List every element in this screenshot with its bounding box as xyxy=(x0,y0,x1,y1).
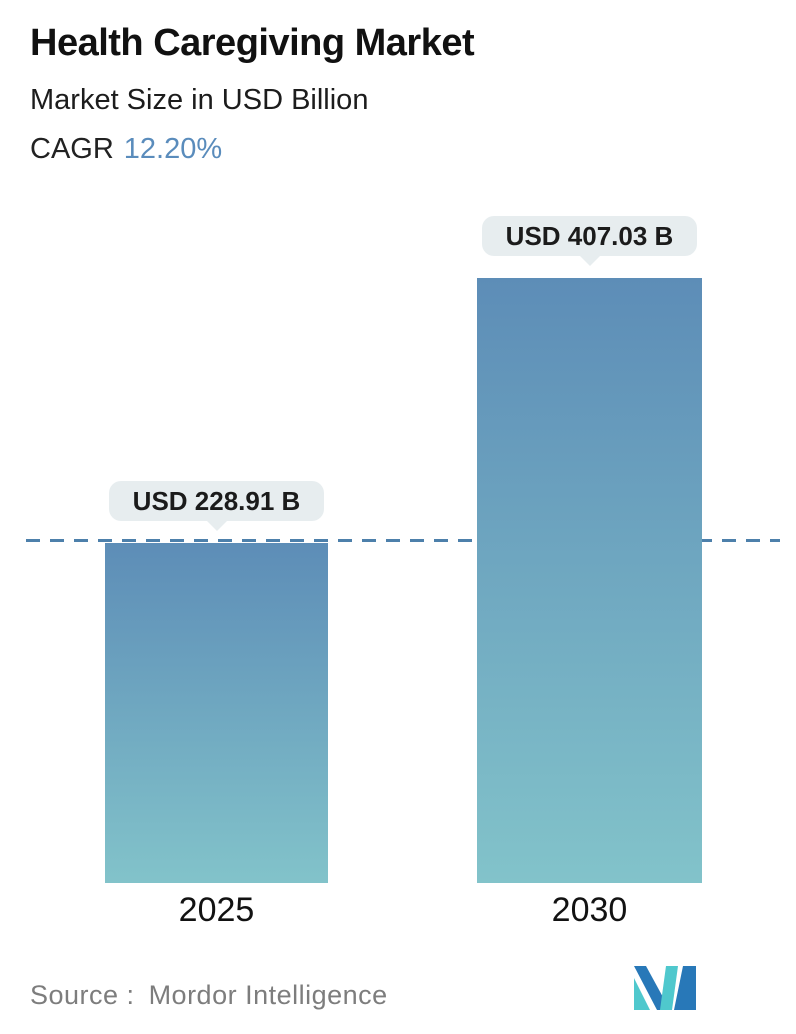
page-title: Health Caregiving Market xyxy=(30,22,475,64)
cagr-label: CAGR xyxy=(30,133,114,165)
chart-subtitle: Market Size in USD Billion xyxy=(30,84,369,116)
source-label: Source : xyxy=(30,980,135,1010)
bar-2025[interactable] xyxy=(105,543,328,883)
axis-label-2025: 2025 xyxy=(178,891,255,929)
source-value: Mordor Intelligence xyxy=(148,980,388,1010)
cagr-line: CAGR 12.20% xyxy=(30,133,222,166)
value-label-2030: USD 407.03 B xyxy=(481,216,698,256)
source-line: Source : Mordor Intelligence xyxy=(30,980,388,1011)
cagr-value: 12.20% xyxy=(123,133,223,165)
bar-2030[interactable] xyxy=(477,278,702,883)
axis-label-2030: 2030 xyxy=(551,891,628,929)
bar-group-2030: USD 407.03 B 2030 xyxy=(477,200,702,929)
value-label-2025: USD 228.91 B xyxy=(108,481,325,521)
bar-chart: USD 228.91 B 2025 USD 407.03 B 2030 xyxy=(0,200,796,929)
mordor-intelligence-logo-icon xyxy=(634,966,696,1010)
reference-dashed-line xyxy=(26,539,780,542)
bar-group-2025: USD 228.91 B 2025 xyxy=(105,200,328,929)
